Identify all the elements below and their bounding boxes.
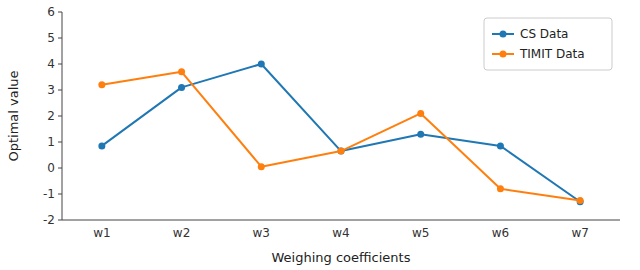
y-tick-label: 5 xyxy=(47,31,55,45)
x-tick-label: w3 xyxy=(253,226,270,240)
x-tick-label: w5 xyxy=(412,226,429,240)
y-tick-label: 1 xyxy=(47,135,55,149)
point xyxy=(338,148,345,155)
series-line xyxy=(102,64,580,202)
y-tick xyxy=(58,142,62,143)
point xyxy=(497,185,504,192)
point xyxy=(338,148,345,155)
point xyxy=(98,81,105,88)
y-tick-label: 6 xyxy=(47,5,55,19)
y-tick-label: -1 xyxy=(43,187,55,201)
x-axis-line xyxy=(62,220,620,221)
y-tick xyxy=(58,116,62,117)
y-tick xyxy=(58,194,62,195)
x-tick-label: w2 xyxy=(173,226,190,240)
point xyxy=(98,142,105,149)
x-axis-label: Weighing coefficients xyxy=(272,250,411,265)
plot-area xyxy=(98,61,583,206)
y-tick xyxy=(58,38,62,39)
y-tick-label: 2 xyxy=(47,109,55,123)
x-tick-label: w1 xyxy=(93,226,110,240)
y-tick-label: -2 xyxy=(43,213,55,227)
point xyxy=(417,131,424,138)
x-tick-label: w6 xyxy=(492,226,509,240)
series-line xyxy=(102,72,580,201)
point xyxy=(258,61,265,68)
legend-box xyxy=(484,18,612,70)
x-tick-label: w4 xyxy=(332,226,349,240)
point xyxy=(258,163,265,170)
point xyxy=(417,110,424,117)
point xyxy=(577,197,584,204)
chart: -2 -1 0 1 2 3 4 5 6 w1 w2 w3 w4 w5 w6 w7 Weighing coeffi… xyxy=(0,0,640,270)
legend-label: TIMIT Data xyxy=(519,47,585,61)
point xyxy=(178,84,185,91)
y-tick xyxy=(58,168,62,169)
y-tick xyxy=(58,12,62,13)
y-tick-label: 3 xyxy=(47,83,55,97)
y-tick xyxy=(58,90,62,91)
legend-marker xyxy=(500,31,507,38)
legend: CS Data TIMIT Data xyxy=(484,18,612,70)
point xyxy=(178,68,185,75)
y-axis-label: Optimal value xyxy=(6,70,21,161)
y-tick xyxy=(58,64,62,65)
x-tick-label: w7 xyxy=(571,226,588,240)
y-tick xyxy=(58,220,62,221)
legend-label: CS Data xyxy=(520,27,568,41)
y-tick-label: 0 xyxy=(47,161,55,175)
chart-container: -2 -1 0 1 2 3 4 5 6 w1 w2 w3 w4 w5 w6 w7 Weighing coeffi… xyxy=(0,0,640,270)
point xyxy=(497,142,504,149)
legend-marker xyxy=(500,51,507,58)
y-tick-label: 4 xyxy=(47,57,55,71)
